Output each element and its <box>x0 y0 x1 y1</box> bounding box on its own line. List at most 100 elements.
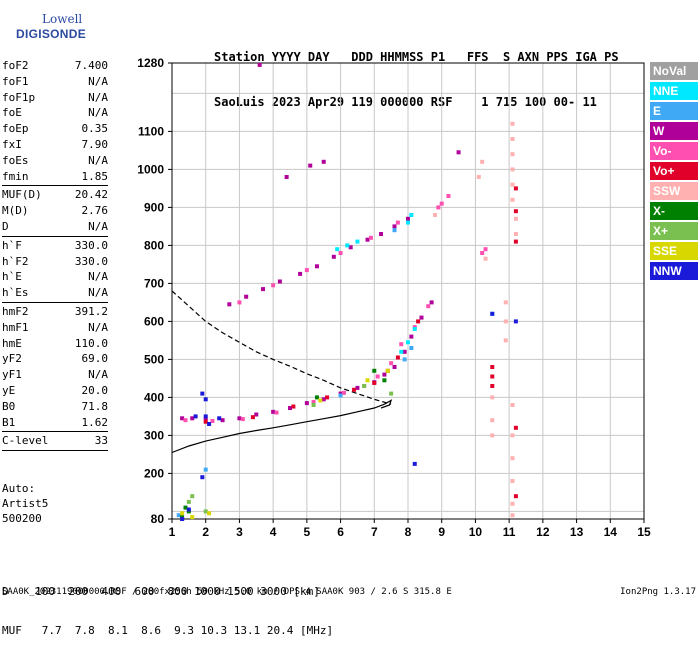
y-tick-label: 200 <box>144 466 164 480</box>
echo-point <box>203 509 208 514</box>
echo-point <box>395 220 400 225</box>
echo-point <box>426 304 431 309</box>
echo-point <box>392 224 397 229</box>
param-row: fxI 7.90 <box>2 137 108 153</box>
echo-point <box>480 159 485 164</box>
echo-point <box>513 209 518 214</box>
echo-point <box>372 380 377 385</box>
muf-distance-table: D 100 200 400 600 800 1000 1500 3000 [km… <box>2 559 333 650</box>
echo-point <box>254 412 259 417</box>
echo-point <box>220 418 225 423</box>
echo-point <box>406 220 410 225</box>
echo-point <box>372 368 377 373</box>
echo-point <box>311 399 316 404</box>
legend-entry: Vo+ <box>650 162 698 180</box>
echo-point <box>271 283 276 288</box>
x-tick-label: 12 <box>536 525 550 539</box>
x-tick-label: 2 <box>202 525 209 539</box>
auto-version: 500200 <box>2 512 42 525</box>
echo-point <box>510 456 515 461</box>
echo-point <box>304 268 309 273</box>
param-value: 330.0 <box>74 254 108 268</box>
echo-point <box>210 418 215 423</box>
echo-point <box>203 397 208 402</box>
x-tick-label: 13 <box>570 525 584 539</box>
param-row: h`F2 330.0 <box>2 254 108 270</box>
param-value: 1.85 <box>81 169 109 183</box>
echo-point <box>503 338 508 343</box>
param-row: hmE 110.0 <box>2 336 108 352</box>
echo-point <box>379 232 384 236</box>
param-name: M(D) <box>2 204 29 218</box>
param-row: foE N/A <box>2 105 108 121</box>
param-row: foEs N/A <box>2 153 108 169</box>
param-name: foEs <box>2 153 29 167</box>
param-row: h`F 330.0 <box>2 238 108 254</box>
param-separator <box>2 235 108 237</box>
echo-point <box>355 385 360 390</box>
param-row: foF2 7.400 <box>2 58 108 74</box>
legend-entry: SSE <box>650 242 698 260</box>
echo-point <box>513 319 518 324</box>
echo-point <box>365 237 370 242</box>
param-value: 1.62 <box>81 415 109 429</box>
legend-entry: X+ <box>650 222 698 240</box>
x-tick-label: 1 <box>169 525 176 539</box>
x-tick-label: 6 <box>337 525 344 539</box>
parameter-panel: foF2 7.400 foF1 N/A foF1p N/A foE N/A foEp 0.35 fx… <box>2 58 108 452</box>
echo-point <box>510 167 515 172</box>
param-row: M(D) 2.76 <box>2 203 108 219</box>
logo-line-1: Lowell <box>42 12 83 26</box>
echo-point <box>271 409 276 414</box>
y-tick-label: 1100 <box>138 124 164 138</box>
echo-point <box>490 433 495 438</box>
echo-point <box>183 418 188 423</box>
echo-point <box>510 403 515 407</box>
echo-point <box>176 513 181 518</box>
param-row: yE 20.0 <box>2 383 108 399</box>
legend-entry: NNE <box>650 82 698 100</box>
echo-point <box>200 475 205 480</box>
x-tick-label: 14 <box>604 525 618 539</box>
echo-point <box>304 401 309 406</box>
echo-point <box>389 391 394 396</box>
echo-point <box>217 416 222 421</box>
echo-point <box>190 416 195 421</box>
echo-point <box>510 137 515 141</box>
echo-point <box>257 62 262 67</box>
echo-point <box>399 349 404 354</box>
param-value: 330.0 <box>74 238 108 252</box>
param-name: foF1p <box>2 90 36 104</box>
echo-point <box>237 300 242 305</box>
echo-point <box>510 197 515 202</box>
echo-point <box>203 414 208 419</box>
param-name: fmin <box>2 169 29 183</box>
echo-point <box>186 507 191 512</box>
echo-point <box>183 505 188 510</box>
echo-point <box>513 494 518 499</box>
param-row: D N/A <box>2 219 108 235</box>
param-row: foEp 0.35 <box>2 121 108 137</box>
echo-point <box>338 251 343 255</box>
param-name: D <box>2 219 9 233</box>
param-name: h`E <box>2 270 22 284</box>
echo-point <box>432 213 437 217</box>
echo-point <box>382 378 387 383</box>
param-row: h`Es N/A <box>2 285 108 301</box>
echo-point <box>355 239 360 244</box>
param-name: hmF2 <box>2 304 29 318</box>
legend-entry: W <box>650 122 698 140</box>
param-value: N/A <box>88 368 108 382</box>
legend-entry: E <box>650 102 698 120</box>
echo-point <box>503 300 508 305</box>
param-row: C-level 33 <box>2 433 108 449</box>
param-name: C-level <box>2 434 49 448</box>
echo-point <box>412 461 417 466</box>
echo-point <box>406 216 410 221</box>
echo-point <box>200 391 205 396</box>
param-value: 391.2 <box>74 304 108 318</box>
echo-point <box>207 511 212 516</box>
echo-point <box>490 374 495 379</box>
echo-point <box>513 239 518 244</box>
echo-point <box>510 182 515 187</box>
